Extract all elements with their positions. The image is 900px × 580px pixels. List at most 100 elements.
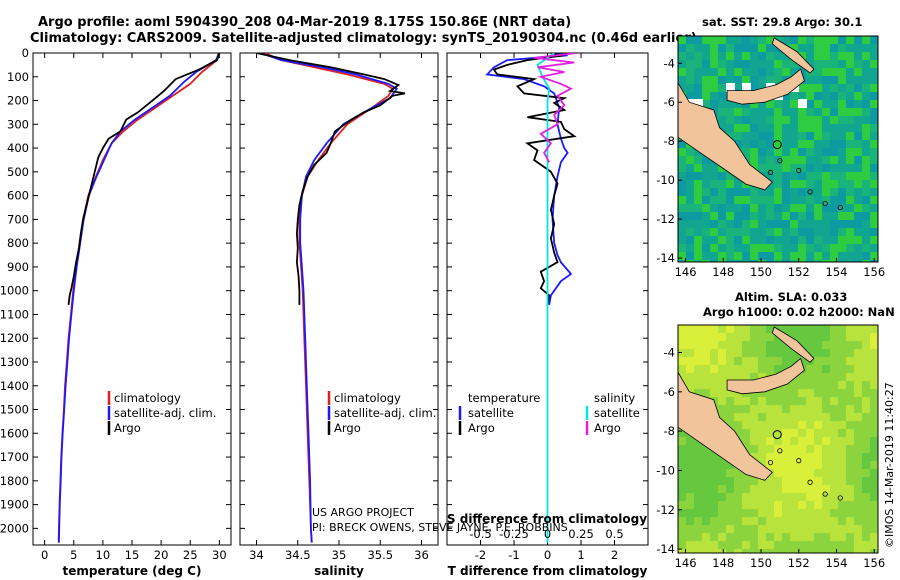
map-cell	[694, 469, 703, 478]
map-cell	[846, 92, 855, 101]
map-cell	[774, 525, 783, 534]
map-cell	[686, 52, 695, 61]
map-cell	[806, 180, 815, 189]
map-cell	[742, 228, 751, 237]
map-cell	[854, 156, 863, 165]
map-cell	[758, 325, 767, 334]
map-cell	[742, 429, 751, 438]
map-cell	[710, 44, 719, 53]
map-cell	[862, 397, 871, 406]
map-cell	[838, 477, 847, 486]
x-tick-label: 5	[70, 548, 77, 562]
map-cell	[870, 477, 878, 486]
map-cell	[814, 60, 823, 69]
map-cell	[750, 341, 759, 350]
map-cell	[806, 341, 815, 350]
map-cell	[702, 517, 711, 526]
map-cell	[726, 76, 735, 85]
map-cell	[766, 389, 775, 398]
map-cell	[798, 124, 807, 133]
map-cell	[702, 445, 711, 454]
map-cell	[830, 533, 839, 542]
map-cell	[678, 212, 687, 221]
map-cell	[782, 180, 791, 189]
map-cell	[790, 212, 799, 221]
map-cell	[686, 445, 695, 454]
y-tick-label: 1500	[0, 403, 29, 417]
map-cell	[830, 84, 839, 93]
map-cell	[806, 373, 815, 382]
map-cell	[854, 413, 863, 422]
map-cell	[774, 453, 783, 462]
map-cell	[782, 485, 791, 494]
map-cell	[678, 260, 687, 262]
map-cell	[782, 397, 791, 406]
map-cell	[718, 188, 727, 197]
map-cell	[694, 44, 703, 53]
map-cell	[702, 228, 711, 237]
map-cell	[814, 365, 823, 374]
map-cell	[694, 333, 703, 342]
map-cell	[830, 212, 839, 221]
map-cell	[774, 389, 783, 398]
map-cell	[798, 236, 807, 245]
map-cell	[758, 493, 767, 502]
map-cell	[694, 148, 703, 157]
map-cell	[774, 132, 783, 141]
map-cell	[846, 341, 855, 350]
map-cell	[710, 325, 719, 334]
x-tick-label: 34.5	[285, 548, 311, 562]
map-cell	[862, 349, 871, 358]
map-cell	[806, 236, 815, 245]
map-cell	[750, 212, 759, 221]
map-cell	[686, 164, 695, 173]
map-cell	[742, 325, 751, 334]
map-cell	[838, 533, 847, 542]
map-cell	[678, 341, 687, 350]
island	[837, 495, 843, 501]
plot-frame	[239, 52, 439, 546]
map-cell	[806, 204, 815, 213]
map-cell	[774, 228, 783, 237]
map-cell	[846, 389, 855, 398]
map-cell	[862, 333, 871, 342]
map-cell	[838, 349, 847, 358]
map-cell	[726, 52, 735, 61]
map-cell	[862, 116, 871, 125]
map-cell	[710, 252, 719, 261]
map-cell	[758, 228, 767, 237]
map-cell	[766, 445, 775, 454]
map-cell	[686, 92, 695, 101]
map-cell	[822, 461, 831, 470]
map-cell	[870, 341, 878, 350]
map-cell	[854, 220, 863, 229]
map-cell	[798, 188, 807, 197]
map-cell	[830, 164, 839, 173]
map-cell	[766, 156, 775, 165]
map-cell	[798, 413, 807, 422]
y-tick-label: 1000	[0, 284, 29, 298]
map-cell	[774, 421, 783, 430]
map-cell	[790, 453, 799, 462]
map-cell	[870, 116, 878, 125]
map-cell	[678, 445, 687, 454]
map-cell	[806, 116, 815, 125]
map-cell	[758, 437, 767, 446]
x-tick-label: -1	[508, 548, 519, 562]
map-cell	[854, 236, 863, 245]
map-cell	[758, 68, 767, 77]
map-cell	[838, 124, 847, 133]
map-cell	[726, 421, 735, 430]
map-cell	[838, 76, 847, 85]
sla-map-title: Altim. SLA: 0.033	[735, 290, 847, 304]
map-cell	[718, 36, 727, 45]
credit-project: US ARGO PROJECT	[312, 506, 414, 519]
map-cell	[790, 493, 799, 502]
map-cell	[822, 52, 831, 61]
map-cell	[798, 92, 807, 101]
map-cell	[806, 445, 815, 454]
map-cell	[854, 60, 863, 69]
map-cell	[790, 68, 799, 77]
salinity-legend: climatology satellite-adj. clim. Argo	[327, 391, 436, 435]
legend-s-satellite-label: satellite	[594, 406, 640, 420]
